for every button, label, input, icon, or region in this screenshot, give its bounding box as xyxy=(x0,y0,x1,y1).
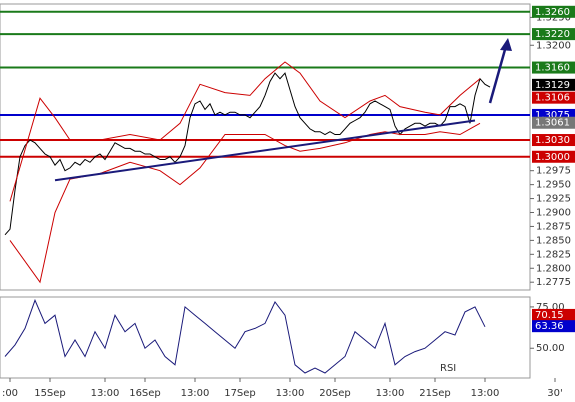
forecast-arrowhead xyxy=(500,38,512,51)
level-label: 63.36 xyxy=(535,321,564,332)
y-tick-label: 1.2850 xyxy=(536,235,571,246)
panel-title: RSI xyxy=(440,363,456,374)
level-label: 1.3075 xyxy=(535,110,570,121)
x-tick-label: 13:00 xyxy=(181,388,210,399)
x-tick-label: 13:00 xyxy=(276,388,305,399)
y-tick-label: 1.3250 xyxy=(536,12,571,23)
x-tick-label: 30' xyxy=(547,388,562,399)
level-label: 1.3061 xyxy=(535,118,570,129)
series-line xyxy=(4,298,486,374)
x-tick-label: :00 xyxy=(2,388,18,399)
level-label: 1.3260 xyxy=(535,7,570,18)
level-box xyxy=(532,150,575,163)
y-tick-label: 1.2900 xyxy=(536,208,571,219)
level-box xyxy=(532,308,575,321)
level-box xyxy=(532,116,575,129)
rsi-panel xyxy=(0,296,531,379)
level-box xyxy=(532,91,575,104)
y-tick-label: 1.2800 xyxy=(536,263,571,274)
x-tick-label: 17Sep xyxy=(224,388,256,399)
y-tick-label: 1.2875 xyxy=(536,221,571,232)
level-label: 1.3106 xyxy=(535,93,570,104)
level-label: 1.3160 xyxy=(535,63,570,74)
level-label: 1.3030 xyxy=(535,135,570,146)
x-tick-label: 15Sep xyxy=(34,388,66,399)
level-box xyxy=(532,134,575,147)
price-panel xyxy=(0,3,531,291)
y-tick-label: 1.3200 xyxy=(536,40,571,51)
x-tick-label: 13:00 xyxy=(376,388,405,399)
level-box xyxy=(532,320,575,333)
series-line xyxy=(9,61,481,202)
x-tick-label: 13:00 xyxy=(91,388,120,399)
level-label: 1.3220 xyxy=(535,29,570,40)
level-label: 1.3129 xyxy=(535,80,570,91)
x-tick-label: 16Sep xyxy=(129,388,161,399)
forecast-arrow xyxy=(488,45,508,104)
y-tick-label: 1.2775 xyxy=(536,277,571,288)
y-tick-label: 1.2950 xyxy=(536,180,571,191)
level-box xyxy=(532,28,575,41)
level-box xyxy=(532,61,575,74)
y-tick-label: 1.2925 xyxy=(536,194,571,205)
series-line xyxy=(54,119,476,182)
level-label: 1.3000 xyxy=(535,152,570,163)
y-tick-label: 1.2975 xyxy=(536,166,571,177)
y-tick-label: 1.2825 xyxy=(536,249,571,260)
y-tick-label: 50.00 xyxy=(536,343,565,354)
level-box xyxy=(532,5,575,18)
series-line xyxy=(4,72,491,236)
x-tick-label: 21Sep xyxy=(419,388,451,399)
x-tick-label: 20Sep xyxy=(319,388,351,399)
y-tick-label: 75.00 xyxy=(536,302,565,313)
level-box xyxy=(532,78,575,91)
level-label: 70.15 xyxy=(535,310,564,321)
x-tick-label: 13:00 xyxy=(471,388,500,399)
